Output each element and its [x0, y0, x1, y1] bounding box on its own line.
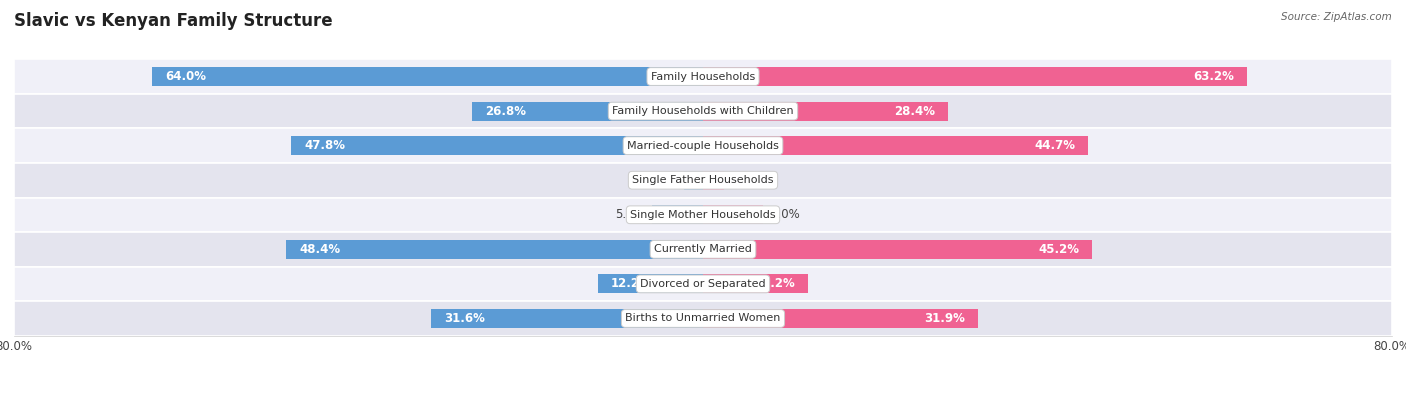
Text: Births to Unmarried Women: Births to Unmarried Women [626, 314, 780, 324]
Bar [14, 267, 1392, 301]
Text: 28.4%: 28.4% [894, 105, 935, 118]
Text: 47.8%: 47.8% [304, 139, 346, 152]
Bar [14, 198, 1392, 232]
Bar [152, 67, 703, 86]
Bar [598, 275, 703, 293]
Bar [14, 301, 1392, 336]
Text: 26.8%: 26.8% [485, 105, 526, 118]
Bar [14, 94, 1392, 128]
Bar [430, 309, 703, 328]
Text: Family Households with Children: Family Households with Children [612, 106, 794, 116]
Text: Single Father Households: Single Father Households [633, 175, 773, 185]
Text: 45.2%: 45.2% [1039, 243, 1080, 256]
Text: 5.9%: 5.9% [616, 208, 645, 221]
Bar [14, 128, 1392, 163]
Text: 48.4%: 48.4% [299, 243, 340, 256]
Text: Source: ZipAtlas.com: Source: ZipAtlas.com [1281, 12, 1392, 22]
Bar [703, 136, 1088, 155]
Bar [703, 205, 763, 224]
Text: Married-couple Households: Married-couple Households [627, 141, 779, 150]
Text: 2.2%: 2.2% [647, 174, 678, 187]
Bar [291, 136, 703, 155]
Text: Currently Married: Currently Married [654, 245, 752, 254]
Bar [287, 240, 703, 259]
Text: 12.2%: 12.2% [755, 277, 796, 290]
Text: 2.4%: 2.4% [731, 174, 761, 187]
Bar [703, 309, 977, 328]
Bar [472, 102, 703, 120]
Text: 12.2%: 12.2% [610, 277, 651, 290]
Bar [14, 163, 1392, 198]
Bar [14, 59, 1392, 94]
Text: Family Households: Family Households [651, 71, 755, 81]
Text: Slavic vs Kenyan Family Structure: Slavic vs Kenyan Family Structure [14, 12, 333, 30]
Text: Divorced or Separated: Divorced or Separated [640, 279, 766, 289]
Text: 64.0%: 64.0% [165, 70, 205, 83]
Bar [703, 67, 1247, 86]
Text: 63.2%: 63.2% [1194, 70, 1234, 83]
Bar [14, 232, 1392, 267]
Bar [703, 171, 724, 190]
Bar [685, 171, 703, 190]
Bar [703, 102, 948, 120]
Text: 31.6%: 31.6% [444, 312, 485, 325]
Bar [703, 240, 1092, 259]
Bar [652, 205, 703, 224]
Text: 7.0%: 7.0% [770, 208, 800, 221]
Text: 31.9%: 31.9% [924, 312, 965, 325]
Bar [703, 275, 808, 293]
Text: 44.7%: 44.7% [1033, 139, 1076, 152]
Text: Single Mother Households: Single Mother Households [630, 210, 776, 220]
